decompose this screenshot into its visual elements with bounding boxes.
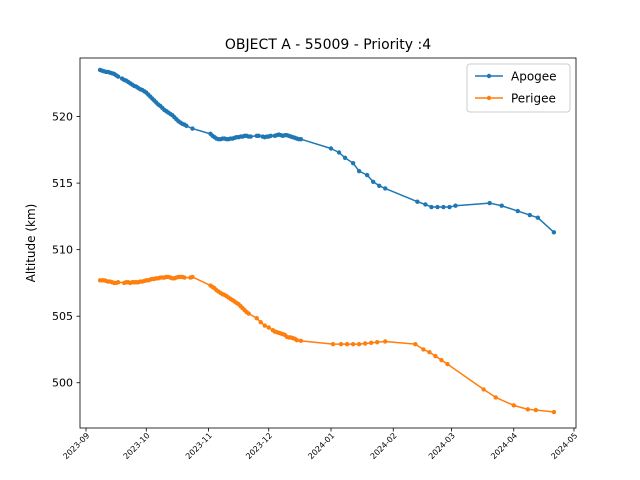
data-point-perigee	[413, 341, 418, 347]
data-point-perigee	[383, 339, 388, 344]
data-point-apogee	[268, 133, 273, 139]
data-point-perigee	[551, 409, 557, 415]
data-point-perigee	[525, 407, 531, 412]
legend-marker-perigee	[486, 95, 492, 101]
data-point-perigee	[190, 274, 195, 280]
data-point-apogee	[383, 186, 388, 191]
data-point-apogee	[256, 133, 261, 139]
data-point-perigee	[368, 340, 374, 346]
data-point-apogee	[184, 123, 189, 129]
data-point-apogee	[435, 204, 440, 210]
y-tick-label: 505	[52, 310, 73, 323]
data-point-perigee	[481, 387, 486, 392]
legend-label-perigee: Perigee	[511, 92, 556, 106]
data-point-apogee	[415, 199, 420, 204]
data-point-apogee	[350, 160, 356, 166]
legend: Apogee Perigee	[466, 63, 571, 113]
y-tick-label: 510	[52, 244, 73, 257]
data-point-apogee	[370, 179, 376, 184]
plot-marks	[97, 67, 557, 415]
data-point-apogee	[487, 200, 492, 206]
data-point-perigee	[115, 280, 121, 285]
data-point-perigee	[511, 403, 516, 408]
data-point-apogee	[248, 134, 253, 139]
data-point-perigee	[421, 347, 426, 352]
data-point-apogee	[423, 202, 428, 207]
data-point-apogee	[342, 155, 348, 161]
chart-title: OBJECT A - 55009 - Priority :4	[225, 37, 431, 53]
data-point-apogee	[190, 126, 195, 131]
data-point-perigee	[433, 353, 438, 359]
data-point-apogee	[298, 136, 304, 142]
data-point-apogee	[429, 204, 434, 210]
legend-label-apogee: Apogee	[511, 70, 557, 84]
data-point-perigee	[439, 357, 444, 363]
data-point-apogee	[499, 203, 504, 208]
y-tick-label: 500	[52, 377, 73, 390]
data-point-perigee	[266, 325, 271, 330]
data-point-apogee	[115, 74, 121, 79]
data-point-perigee	[350, 341, 356, 347]
data-point-apogee	[447, 204, 452, 210]
data-point-apogee	[336, 150, 342, 155]
data-point-perigee	[298, 338, 304, 344]
y-tick-label: 515	[52, 177, 73, 190]
data-point-perigee	[330, 341, 336, 347]
data-point-apogee	[515, 208, 520, 214]
data-point-perigee	[254, 316, 259, 321]
data-point-perigee	[338, 341, 344, 347]
data-point-perigee	[445, 361, 450, 367]
y-tick-label: 520	[52, 111, 73, 124]
data-point-apogee	[551, 230, 557, 235]
data-point-perigee	[182, 275, 187, 280]
data-point-apogee	[441, 204, 446, 210]
plot-frame	[79, 57, 577, 429]
data-point-perigee	[427, 349, 432, 355]
y-axis-label: Altitude (km)	[24, 204, 38, 283]
data-point-apogee	[328, 146, 334, 151]
legend-marker-apogee	[486, 73, 492, 79]
data-point-perigee	[362, 341, 368, 346]
data-point-perigee	[344, 341, 350, 347]
data-point-perigee	[375, 339, 380, 345]
data-point-perigee	[246, 311, 251, 316]
data-point-apogee	[453, 203, 458, 208]
data-point-perigee	[356, 341, 362, 347]
data-point-perigee	[493, 395, 498, 400]
data-point-perigee	[258, 319, 263, 325]
data-point-perigee	[262, 323, 267, 328]
data-point-apogee	[527, 212, 533, 218]
data-point-perigee	[533, 407, 539, 413]
data-point-perigee	[294, 337, 300, 343]
data-point-apogee	[535, 215, 541, 220]
data-point-apogee	[377, 183, 382, 188]
data-point-apogee	[364, 172, 370, 178]
data-point-apogee	[356, 168, 362, 174]
